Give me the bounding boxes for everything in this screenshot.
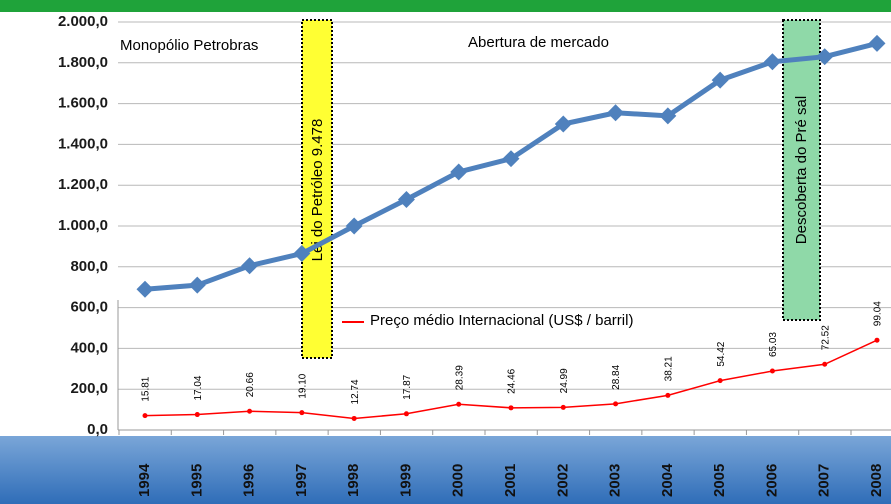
annotation: Abertura de mercado bbox=[468, 34, 609, 51]
y-tick-label: 0,0 bbox=[87, 421, 108, 438]
marker bbox=[450, 163, 468, 181]
y-tick-label: 800,0 bbox=[70, 258, 108, 275]
marker bbox=[188, 276, 206, 294]
x-tick-label: 2005 bbox=[711, 464, 728, 497]
x-tick-label: 2007 bbox=[816, 464, 833, 497]
data-label: 99.04 bbox=[873, 301, 884, 326]
marker bbox=[136, 280, 154, 298]
data-label: 28.84 bbox=[611, 364, 622, 389]
marker bbox=[868, 34, 886, 52]
marker bbox=[194, 412, 200, 418]
marker bbox=[874, 337, 880, 343]
data-label: 19.10 bbox=[297, 373, 308, 398]
marker bbox=[560, 404, 566, 410]
data-label: 28.39 bbox=[454, 365, 465, 390]
marker bbox=[456, 401, 462, 407]
marker bbox=[351, 415, 357, 421]
marker bbox=[508, 405, 514, 411]
marker bbox=[403, 411, 409, 417]
data-label: 24.46 bbox=[507, 368, 518, 393]
presal-box bbox=[782, 19, 821, 321]
x-tick-label: 1998 bbox=[345, 464, 362, 497]
marker bbox=[554, 115, 572, 133]
y-tick-label: 2.000,0 bbox=[58, 13, 108, 30]
data-label: 24.99 bbox=[559, 368, 570, 393]
marker bbox=[763, 53, 781, 71]
marker bbox=[293, 245, 311, 263]
marker bbox=[142, 413, 148, 419]
law-box bbox=[301, 19, 333, 359]
x-tick-label: 2008 bbox=[868, 464, 885, 497]
annotation: Monopólio Petrobras bbox=[120, 37, 258, 54]
data-label: 17.04 bbox=[193, 375, 204, 400]
data-label: 12.74 bbox=[350, 379, 361, 404]
y-tick-label: 1.600,0 bbox=[58, 95, 108, 112]
data-label: 38.21 bbox=[663, 356, 674, 381]
marker bbox=[247, 408, 253, 414]
data-label: 72.52 bbox=[820, 325, 831, 350]
x-tick-label: 2000 bbox=[450, 464, 467, 497]
y-tick-label: 1.200,0 bbox=[58, 176, 108, 193]
data-label: 15.81 bbox=[141, 376, 152, 401]
x-tick-label: 2003 bbox=[607, 464, 624, 497]
marker bbox=[816, 48, 834, 66]
data-label: 65.03 bbox=[768, 332, 779, 357]
x-tick-label: 1999 bbox=[397, 464, 414, 497]
marker bbox=[397, 190, 415, 208]
x-tick-label: 2006 bbox=[763, 464, 780, 497]
y-tick-label: 400,0 bbox=[70, 339, 108, 356]
marker bbox=[659, 107, 677, 125]
y-tick-label: 1.400,0 bbox=[58, 135, 108, 152]
marker bbox=[299, 410, 305, 416]
annotation: Descoberta do Pré sal bbox=[793, 96, 810, 244]
x-tick-label: 1996 bbox=[241, 464, 258, 497]
data-label: 54.42 bbox=[716, 341, 727, 366]
marker bbox=[822, 361, 828, 367]
x-tick-label: 2002 bbox=[554, 464, 571, 497]
marker bbox=[711, 71, 729, 89]
marker bbox=[241, 257, 259, 275]
y-tick-label: 600,0 bbox=[70, 299, 108, 316]
x-tick-label: 2004 bbox=[659, 463, 676, 497]
data-label: 20.66 bbox=[245, 372, 256, 397]
top-band bbox=[0, 0, 891, 12]
data-label: 17.87 bbox=[402, 374, 413, 399]
marker bbox=[607, 104, 625, 122]
y-tick-label: 1.800,0 bbox=[58, 54, 108, 71]
x-tick-label: 2001 bbox=[502, 464, 519, 497]
x-tick-label: 1997 bbox=[293, 464, 310, 497]
marker bbox=[769, 368, 775, 374]
bottom-band bbox=[0, 436, 891, 504]
marker bbox=[502, 150, 520, 168]
marker bbox=[613, 401, 619, 407]
y-tick-label: 1.000,0 bbox=[58, 217, 108, 234]
y-tick-label: 200,0 bbox=[70, 380, 108, 397]
x-tick-label: 1994 bbox=[136, 463, 153, 497]
marker bbox=[717, 378, 723, 384]
legend-label: Preço médio Internacional (US$ / barril) bbox=[370, 312, 633, 329]
x-tick-label: 1995 bbox=[188, 464, 205, 497]
annotation: Lei do Petróleo 9.478 bbox=[309, 119, 326, 262]
marker bbox=[345, 217, 363, 235]
marker bbox=[665, 392, 671, 398]
